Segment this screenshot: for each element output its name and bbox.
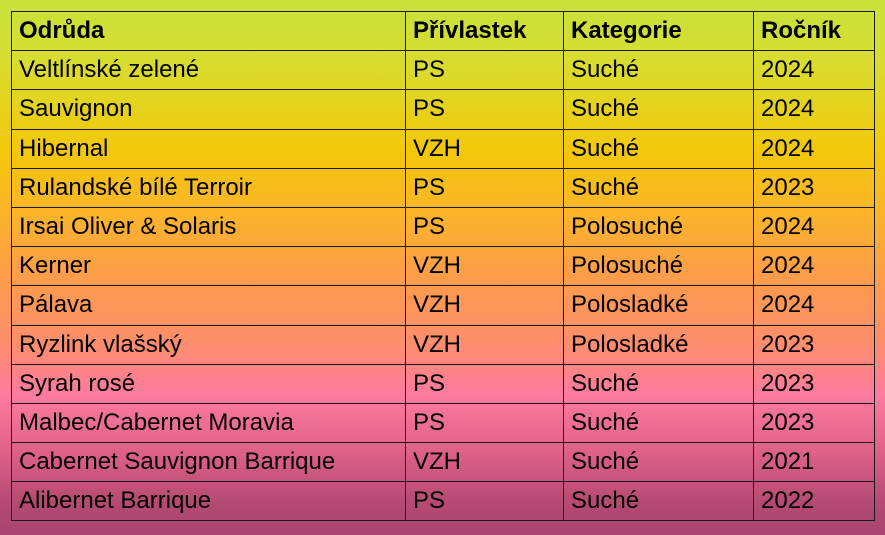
cell-variety: Cabernet Sauvignon Barrique	[11, 442, 406, 483]
cell-category: Polosuché	[563, 206, 754, 248]
cell-vintage: 2023	[753, 167, 875, 208]
cell-attribute: PS	[405, 481, 564, 522]
table-row: Malbec/Cabernet Moravia PS Suché 2023	[11, 402, 875, 444]
header-row: Odrůda Přívlastek Kategorie Ročník	[11, 10, 875, 52]
cell-vintage: 2024	[753, 89, 875, 130]
cell-attribute: VZH	[405, 246, 564, 287]
table-row: Alibernet Barrique PS Suché 2022	[11, 481, 875, 522]
cell-vintage: 2024	[753, 206, 875, 248]
cell-category: Suché	[563, 50, 754, 91]
cell-variety: Malbec/Cabernet Moravia	[11, 402, 406, 444]
table-row: Hibernal VZH Suché 2024	[11, 128, 875, 169]
cell-category: Polosladké	[563, 285, 754, 326]
cell-variety: Pálava	[11, 285, 406, 326]
wine-table-header: Odrůda Přívlastek Kategorie Ročník	[11, 10, 875, 52]
cell-vintage: 2023	[753, 324, 875, 365]
cell-attribute: PS	[405, 206, 564, 248]
cell-category: Suché	[563, 89, 754, 130]
cell-attribute: PS	[405, 167, 564, 208]
table-row: Rulandské bílé Terroir PS Suché 2023	[11, 167, 875, 208]
cell-category: Suché	[563, 167, 754, 208]
header-variety: Odrůda	[11, 10, 406, 52]
cell-variety: Ryzlink vlašský	[11, 324, 406, 365]
table-row: Irsai Oliver & Solaris PS Polosuché 2024	[11, 206, 875, 248]
cell-vintage: 2024	[753, 50, 875, 91]
cell-vintage: 2022	[753, 481, 875, 522]
header-attribute: Přívlastek	[405, 10, 564, 52]
cell-attribute: VZH	[405, 442, 564, 483]
cell-category: Suché	[563, 481, 754, 522]
cell-vintage: 2024	[753, 246, 875, 287]
header-vintage: Ročník	[753, 10, 875, 52]
table-row: Kerner VZH Polosuché 2024	[11, 246, 875, 287]
cell-variety: Irsai Oliver & Solaris	[11, 206, 406, 248]
cell-category: Polosuché	[563, 246, 754, 287]
table-row: Syrah rosé PS Suché 2023	[11, 363, 875, 404]
cell-variety: Alibernet Barrique	[11, 481, 406, 522]
cell-category: Suché	[563, 363, 754, 404]
table-row: Ryzlink vlašský VZH Polosladké 2023	[11, 324, 875, 365]
cell-attribute: PS	[405, 402, 564, 444]
table-row: Cabernet Sauvignon Barrique VZH Suché 20…	[11, 442, 875, 483]
cell-vintage: 2024	[753, 285, 875, 326]
cell-category: Suché	[563, 442, 754, 483]
table-row: Pálava VZH Polosladké 2024	[11, 285, 875, 326]
wine-table: Odrůda Přívlastek Kategorie Ročník Veltl…	[11, 10, 875, 522]
table-row: Sauvignon PS Suché 2024	[11, 89, 875, 130]
wine-table-body: Veltlínské zelené PS Suché 2024 Sauvigno…	[11, 50, 875, 522]
cell-category: Polosladké	[563, 324, 754, 365]
cell-attribute: VZH	[405, 324, 564, 365]
cell-category: Suché	[563, 402, 754, 444]
cell-variety: Hibernal	[11, 128, 406, 169]
cell-attribute: VZH	[405, 285, 564, 326]
cell-attribute: VZH	[405, 128, 564, 169]
cell-category: Suché	[563, 128, 754, 169]
cell-variety: Veltlínské zelené	[11, 50, 406, 91]
cell-attribute: PS	[405, 50, 564, 91]
cell-variety: Syrah rosé	[11, 363, 406, 404]
table-row: Veltlínské zelené PS Suché 2024	[11, 50, 875, 91]
cell-vintage: 2021	[753, 442, 875, 483]
cell-vintage: 2023	[753, 402, 875, 444]
cell-variety: Kerner	[11, 246, 406, 287]
cell-variety: Rulandské bílé Terroir	[11, 167, 406, 208]
cell-variety: Sauvignon	[11, 89, 406, 130]
cell-attribute: PS	[405, 363, 564, 404]
cell-vintage: 2024	[753, 128, 875, 169]
header-category: Kategorie	[563, 10, 754, 52]
cell-vintage: 2023	[753, 363, 875, 404]
cell-attribute: PS	[405, 89, 564, 130]
